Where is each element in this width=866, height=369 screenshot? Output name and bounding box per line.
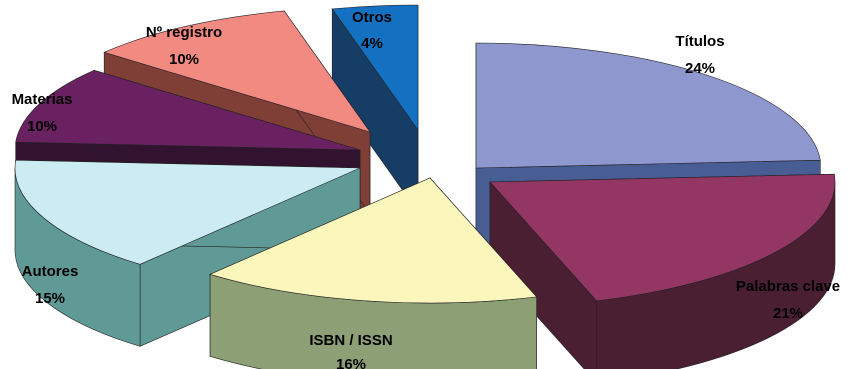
value-label-t-tulos: 24%	[685, 60, 715, 77]
value-label-materias: 10%	[27, 118, 57, 135]
label-t-tulos: Títulos	[675, 33, 724, 50]
slice-palabras-clave	[489, 173, 836, 302]
value-label-autores: 15%	[35, 290, 65, 307]
slice-isbn-issn	[209, 177, 538, 304]
pie-labels: Títulos 24% Palabras clave 21% ISBN / ISSN 16…	[12, 9, 841, 369]
label-n-registro: Nº registro	[146, 24, 222, 41]
value-label-n-registro: 10%	[169, 51, 199, 68]
pie-tops	[14, 4, 836, 304]
slice-t-tulos	[475, 42, 821, 169]
value-label-palabras-clave: 21%	[773, 305, 803, 322]
slice-otros	[331, 4, 419, 131]
slice-autores	[14, 159, 361, 265]
slice-n-registro	[103, 10, 371, 133]
label-autores: Autores	[22, 263, 79, 280]
value-label-isbn-issn: 16%	[336, 356, 366, 369]
value-label-otros: 4%	[361, 35, 383, 52]
slice-materias	[15, 70, 361, 151]
label-materias: Materias	[12, 91, 73, 108]
label-palabras-clave: Palabras clave	[736, 278, 840, 295]
label-isbn-issn: ISBN / ISSN	[309, 332, 392, 349]
label-otros: Otros	[352, 9, 392, 26]
